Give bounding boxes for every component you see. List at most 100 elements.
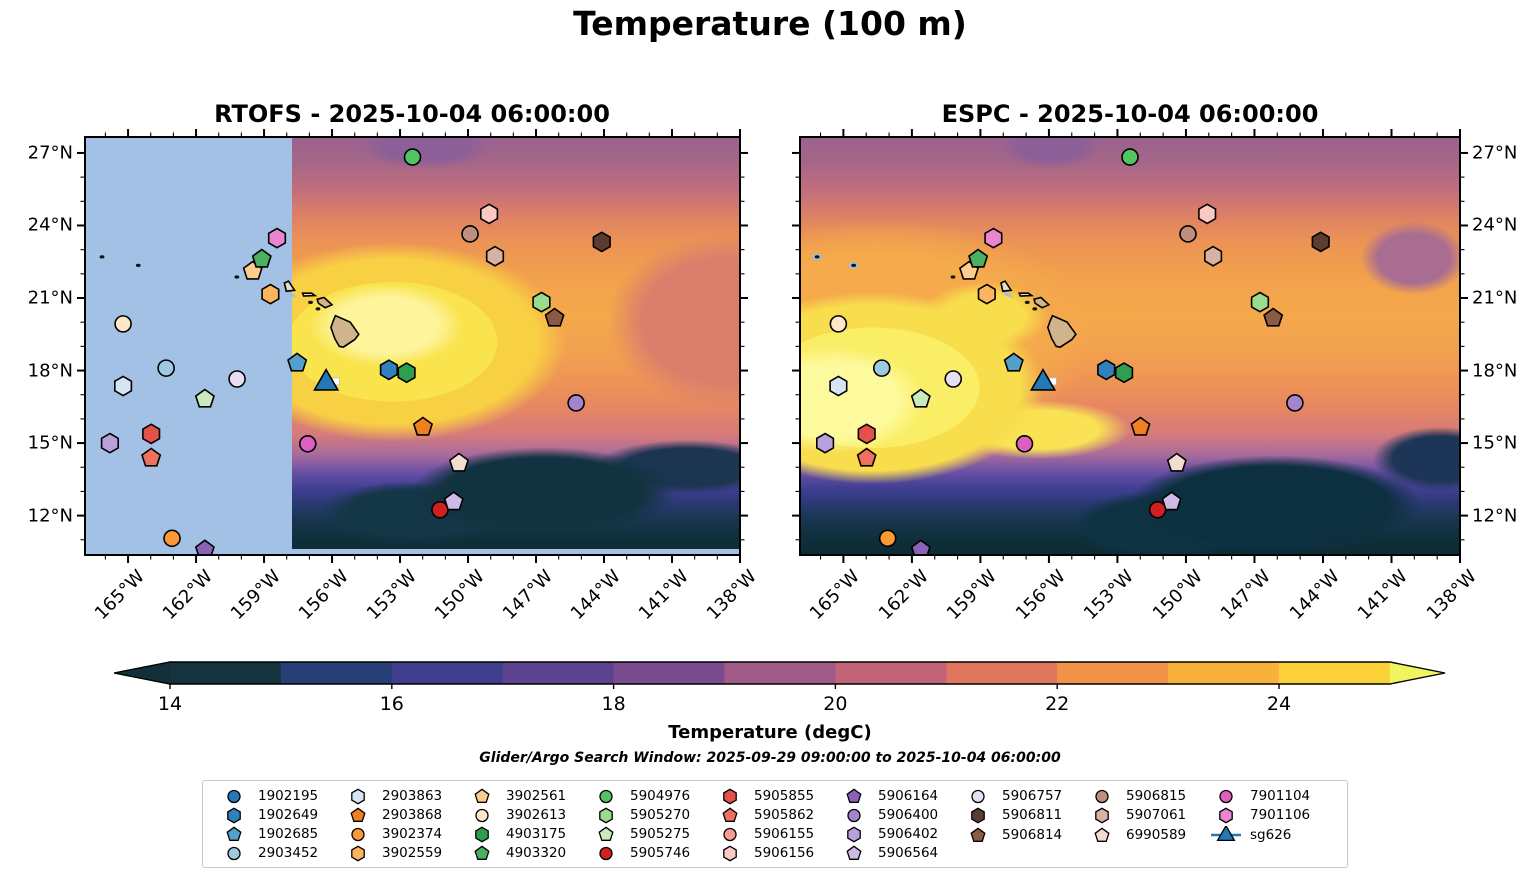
lon-tick-label-espc-159: 159°W xyxy=(943,566,1002,625)
argo-marker-icon xyxy=(723,788,737,804)
argo-marker-icon xyxy=(846,787,862,803)
legend-item-4903320: 4903320 xyxy=(465,843,589,862)
legend-item-2903452: 2903452 xyxy=(217,843,341,862)
argo-marker-icon xyxy=(227,789,241,803)
platform-marker-5906164 xyxy=(910,539,931,555)
legend-label: 2903863 xyxy=(382,787,443,804)
legend-marker-5904976 xyxy=(599,789,613,803)
lon-tick-label-rtofs-144: 144°W xyxy=(566,566,625,625)
legend-item-7901104: 7901104 xyxy=(1209,786,1333,806)
platform-marker-3902613 xyxy=(114,315,132,333)
platform-marker-2903452 xyxy=(872,359,891,377)
figure-title: Temperature (100 m) xyxy=(573,4,967,43)
legend-label: 5906564 xyxy=(878,844,939,861)
colorbar-segment-6 xyxy=(835,662,947,684)
islet-nw-islet-2 xyxy=(851,263,857,267)
platform-marker-5905862 xyxy=(856,447,877,467)
argo-marker-icon xyxy=(599,846,613,860)
argo-marker-icon xyxy=(226,825,242,841)
platform-marker-1902649 xyxy=(1097,359,1116,381)
legend-marker-5905855 xyxy=(723,788,737,804)
legend-marker-5905275 xyxy=(598,825,614,841)
argo-marker-icon xyxy=(599,789,613,803)
platform-marker-2903868 xyxy=(412,416,434,436)
colorbar-extend-left xyxy=(114,662,170,684)
lon-tick-label-espc-156: 156°W xyxy=(1011,566,1070,625)
legend-item-5905855: 5905855 xyxy=(713,786,837,805)
islet-nw-islet-1 xyxy=(814,255,820,259)
platform-marker-5906811 xyxy=(1311,231,1330,253)
platform-marker-5904976 xyxy=(1121,148,1139,166)
colorbar-segment-4 xyxy=(613,662,725,684)
islet-lanai xyxy=(1024,300,1030,304)
argo-marker-icon xyxy=(599,807,613,823)
panel-title-rtofs: RTOFS - 2025-10-04 06:00:00 xyxy=(214,100,610,128)
platform-marker-4903175 xyxy=(1114,362,1134,384)
islet-niihau xyxy=(950,275,956,279)
legend-item-sg626: sg626 xyxy=(1209,825,1333,845)
legend-marker-3902613 xyxy=(475,808,489,822)
legend-marker-5906814 xyxy=(970,827,986,842)
map-panel-rtofs xyxy=(77,129,748,563)
argo-marker-icon xyxy=(971,807,985,824)
legend-label: 5906757 xyxy=(1002,787,1063,804)
legend-item-3902613: 3902613 xyxy=(465,805,589,824)
island-molokai xyxy=(301,292,318,297)
lat-tick-label-right-12: 12°N xyxy=(1472,505,1518,527)
search-window-text: Glider/Argo Search Window: 2025-09-29 09… xyxy=(479,750,1061,766)
platform-marker-7901106 xyxy=(984,227,1003,249)
argo-marker-icon xyxy=(846,844,862,860)
colorbar-segment-1 xyxy=(280,662,393,684)
legend-marker-7901106 xyxy=(1219,807,1233,824)
platform-marker-2903863 xyxy=(829,375,848,397)
lat-tick-label-right-21: 21°N xyxy=(1472,287,1518,309)
legend-label: 1902685 xyxy=(258,825,319,842)
legend-label: 3902613 xyxy=(506,806,567,823)
colorbar-tick-14: 14 xyxy=(158,693,182,715)
colorbar-tick-22: 22 xyxy=(1045,693,1069,715)
legend-label: 5906155 xyxy=(754,825,815,842)
lon-tick-label-espc-144: 144°W xyxy=(1285,566,1344,625)
lon-tick-label-espc-162: 162°W xyxy=(874,566,933,625)
legend-label: 3902374 xyxy=(382,825,443,842)
platform-marker-3902613 xyxy=(829,315,848,333)
platform-marker-5905270 xyxy=(532,291,551,313)
platform-marker-1902685 xyxy=(1003,352,1024,372)
lat-tick-label-right-15: 15°N xyxy=(1472,432,1518,454)
markers-overlay-espc xyxy=(812,148,1330,555)
legend-item-2903863: 2903863 xyxy=(341,786,465,805)
argo-marker-icon xyxy=(1219,807,1233,824)
legend-marker-3902561 xyxy=(474,787,490,803)
legend-item-3902559: 3902559 xyxy=(341,843,465,862)
platform-marker-6990589 xyxy=(448,452,470,472)
argo-marker-icon xyxy=(1219,789,1233,803)
platform-marker-2903452 xyxy=(157,359,175,377)
legend-item-5906402: 5906402 xyxy=(837,824,961,843)
legend-label: 1902649 xyxy=(258,806,319,823)
lon-tick-label-espc-150: 150°W xyxy=(1148,566,1207,625)
legend-item-5905862: 5905862 xyxy=(713,805,837,824)
platform-marker-5906815 xyxy=(461,225,479,243)
platform-marker-5906811 xyxy=(592,231,611,253)
legend-item-6990589: 6990589 xyxy=(1085,825,1209,845)
legend-column: 5906164 5906400 5906402 5906564 xyxy=(837,786,961,862)
platform-marker-5905855 xyxy=(857,423,876,445)
legend-marker-1902685 xyxy=(226,825,242,841)
platform-marker-5905270 xyxy=(1250,291,1270,313)
legend-item-5906814: 5906814 xyxy=(961,825,1085,845)
legend-marker-5906155 xyxy=(723,827,737,841)
legend-item-5905275: 5905275 xyxy=(589,824,713,843)
legend-item-5905746: 5905746 xyxy=(589,843,713,862)
legend-label: 5905862 xyxy=(754,806,815,823)
legend-item-5906811: 5906811 xyxy=(961,806,1085,826)
legend-marker-1902649 xyxy=(227,807,241,823)
legend-item-5906164: 5906164 xyxy=(837,786,961,805)
colorbar-tick-24: 24 xyxy=(1267,693,1291,715)
island-maui xyxy=(1033,296,1051,309)
glider-legend-icon xyxy=(1211,825,1241,841)
lat-tick-label-left-24: 24°N xyxy=(27,214,73,236)
legend-label: 1902195 xyxy=(258,787,319,804)
colorbar-label: Temperature (degC) xyxy=(668,722,871,743)
platform-marker-5907061 xyxy=(485,245,505,267)
island-hawaii-big-island xyxy=(1046,314,1077,348)
